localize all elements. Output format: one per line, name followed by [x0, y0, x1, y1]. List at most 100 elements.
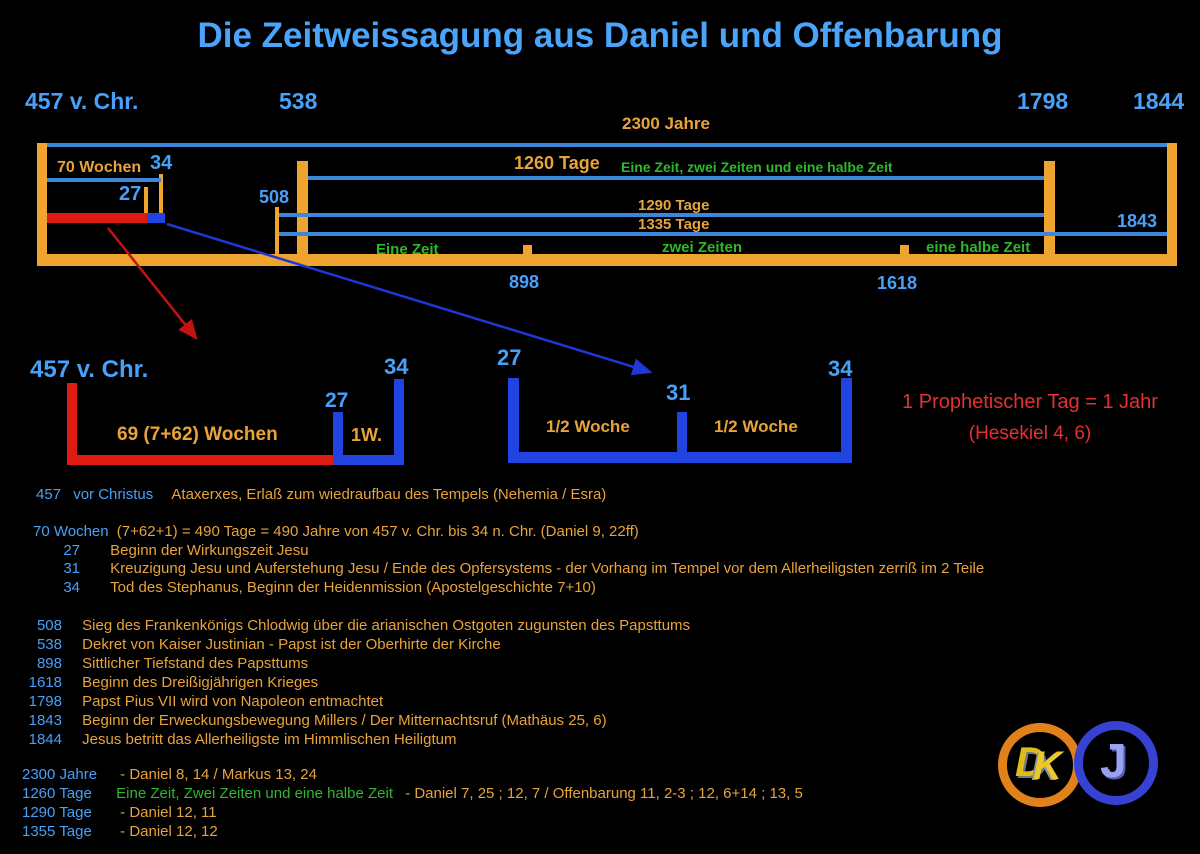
label-1290-tage: 1290 Tage — [638, 197, 710, 214]
legend1-num-34: 34 — [63, 579, 80, 596]
segment-69-wochen — [47, 213, 147, 223]
bar-457 — [37, 143, 47, 266]
note-prophetic-day: 1 Prophetischer Tag = 1 Jahr — [902, 391, 1158, 413]
legend3-green-1260: Eine Zeit, Zwei Zeiten und eine halbe Ze… — [116, 785, 393, 802]
legend3-refs-2300: - Daniel 8, 14 / Markus 13, 24 — [120, 766, 317, 783]
blue-bracket2-right — [841, 378, 852, 463]
legend2-row-1798: 1798 Papst Pius VII wird von Napoleon en… — [10, 693, 384, 710]
label-27-top: 27 — [119, 183, 142, 205]
legend2-row-538: 538 Dekret von Kaiser Justinian - Papst … — [10, 636, 501, 653]
blue-bracket-27-divider — [333, 412, 343, 465]
label-70-wochen: 70 Wochen — [57, 159, 142, 176]
label-1843: 1843 — [1117, 211, 1158, 231]
legend3-refs-1355: - Daniel 12, 12 — [120, 823, 218, 840]
legend1-text-70wochen: (7+62+1) = 490 Tage = 490 Jahre von 457 … — [116, 523, 639, 540]
tick-898 — [523, 245, 532, 254]
line-2300-jahre — [47, 143, 1167, 147]
year-label-1798: 1798 — [1017, 88, 1069, 114]
label-898: 898 — [509, 272, 540, 292]
legend1-row-27: 27 Beginn der Wirkungszeit Jesu — [28, 542, 309, 559]
legend3-row-1260: 1260 Tage Eine Zeit, Zwei Zeiten und ein… — [22, 785, 803, 802]
year-label-1844: 1844 — [1133, 88, 1185, 114]
tick-1618 — [900, 245, 909, 254]
legend2-num-508: 508 — [36, 617, 62, 634]
legend3-row-1290: 1290 Tage - Daniel 12, 11 — [22, 804, 217, 821]
label-zwei-zeiten: zwei Zeiten — [662, 239, 743, 256]
label-halbe-zeit: eine halbe Zeit — [926, 239, 1031, 256]
detail-label-34: 34 — [384, 354, 409, 379]
detail-label-69-wochen: 69 (7+62) Wochen — [117, 424, 278, 445]
label-1335-tage: 1335 Tage — [638, 216, 710, 233]
legend3-label-1355: 1355 Tage — [22, 823, 92, 840]
legend2-text-538: Dekret von Kaiser Justinian - Papst ist … — [82, 636, 501, 653]
legend2-num-538: 538 — [36, 636, 62, 653]
blue-bracket-bottom-1w — [338, 455, 404, 465]
legend1-num-27: 27 — [63, 542, 80, 559]
bar-538 — [297, 161, 308, 254]
page-title: Die Zeitweissagung aus Daniel und Offenb… — [197, 16, 1003, 55]
legend2-text-1843: Beginn der Erweckungsbewegung Millers / … — [82, 712, 607, 729]
legend2-num-1798: 1798 — [28, 693, 62, 710]
blue-bracket2-bottom — [508, 452, 852, 463]
legend3-label-1260: 1260 Tage — [22, 785, 92, 802]
legend1-row-70wochen: 70 Wochen (7+62+1) = 490 Tage = 490 Jahr… — [33, 523, 639, 540]
legend1-text-31: Kreuzigung Jesu und Auferstehung Jesu / … — [110, 560, 985, 577]
line-1260-tage — [308, 176, 1044, 180]
legend2-num-1618: 1618 — [28, 674, 62, 691]
logo-letter-d: D — [1015, 738, 1046, 785]
line-1335-tage — [279, 232, 1167, 236]
label-1618: 1618 — [877, 273, 918, 293]
legend3-label-1290: 1290 Tage — [22, 804, 92, 821]
red-zoom-arrow — [107, 227, 198, 340]
detail2-label-half-week-a: 1/2 Woche — [546, 417, 630, 436]
detail-label-1w: 1W. — [351, 425, 383, 445]
bar-1798 — [1044, 161, 1055, 254]
label-34-top: 34 — [150, 152, 173, 174]
legend2-row-508: 508 Sieg des Frankenkönigs Chlodwig über… — [10, 617, 690, 634]
legend2-text-1844: Jesus betritt das Allerheiligste im Himm… — [82, 731, 457, 748]
legend1-row-34: 34 Tod des Stephanus, Beginn der Heidenm… — [28, 579, 596, 596]
legend1-num-70wochen: 70 Wochen — [33, 523, 109, 540]
legend1-sub-457: vor Christus — [73, 486, 154, 503]
label-1260-tage: 1260 Tage — [514, 153, 600, 173]
legend2-num-1843: 1843 — [28, 712, 62, 729]
legend1-num-457: 457 — [36, 486, 62, 503]
logo-ring-dk: D K — [998, 723, 1082, 807]
year-label-457: 457 v. Chr. — [25, 88, 139, 114]
note-hesekiel: (Hesekiel 4, 6) — [968, 423, 1092, 444]
legend1-text-34: Tod des Stephanus, Beginn der Heidenmiss… — [110, 579, 596, 596]
legend3-row-1355: 1355 Tage - Daniel 12, 12 — [22, 823, 218, 840]
red-bracket-left — [67, 383, 77, 465]
legend2-text-1798: Papst Pius VII wird von Napoleon entmach… — [82, 693, 384, 710]
legend2-num-898: 898 — [36, 655, 62, 672]
detail-label-27: 27 — [325, 389, 349, 412]
bar-1844 — [1167, 143, 1177, 266]
legend1-text-27: Beginn der Wirkungszeit Jesu — [110, 542, 309, 559]
legend2-row-898: 898 Sittlicher Tiefstand des Papsttums — [10, 655, 308, 672]
label-zeit-formel: Eine Zeit, zwei Zeiten und eine halbe Ze… — [621, 159, 893, 175]
logo-letter-k: K — [1033, 744, 1062, 788]
line-1290-tage — [279, 213, 1044, 217]
detail2-label-34: 34 — [828, 356, 853, 381]
tick-27 — [144, 187, 148, 215]
legend2-text-508: Sieg des Frankenkönigs Chlodwig über die… — [82, 617, 691, 634]
detail-label-457: 457 v. Chr. — [30, 356, 149, 383]
legend1-row-457: 457 vor Christus Ataxerxes, Erlaß zum wi… — [36, 486, 606, 503]
legend3-refs-1260: - Daniel 7, 25 ; 12, 7 / Offenbarung 11,… — [405, 785, 803, 802]
legend1-text-457: Ataxerxes, Erlaß zum wiedraufbau des Tem… — [171, 486, 607, 503]
blue-bracket2-left — [508, 378, 519, 463]
legend2-text-898: Sittlicher Tiefstand des Papsttums — [82, 655, 309, 672]
logo-letter-j: J — [1100, 735, 1127, 788]
legend1-row-31: 31 Kreuzigung Jesu und Auferstehung Jesu… — [28, 560, 984, 577]
legend3-refs-1290: - Daniel 12, 11 — [120, 804, 217, 821]
segment-1-woche — [147, 213, 165, 223]
blue-bracket-right-34 — [394, 379, 404, 465]
detail2-label-half-week-b: 1/2 Woche — [714, 417, 798, 436]
legend3-row-2300: 2300 Jahre - Daniel 8, 14 / Markus 13, 2… — [22, 766, 317, 783]
span-2300-label: 2300 Jahre — [622, 114, 710, 133]
legend2-row-1844: 1844 Jesus betritt das Allerheiligste im… — [10, 731, 457, 748]
legend2-row-1618: 1618 Beginn des Dreißigjährigen Krieges — [10, 674, 319, 691]
legend1-num-31: 31 — [63, 560, 80, 577]
legend2-row-1843: 1843 Beginn der Erweckungsbewegung Mille… — [10, 712, 607, 729]
